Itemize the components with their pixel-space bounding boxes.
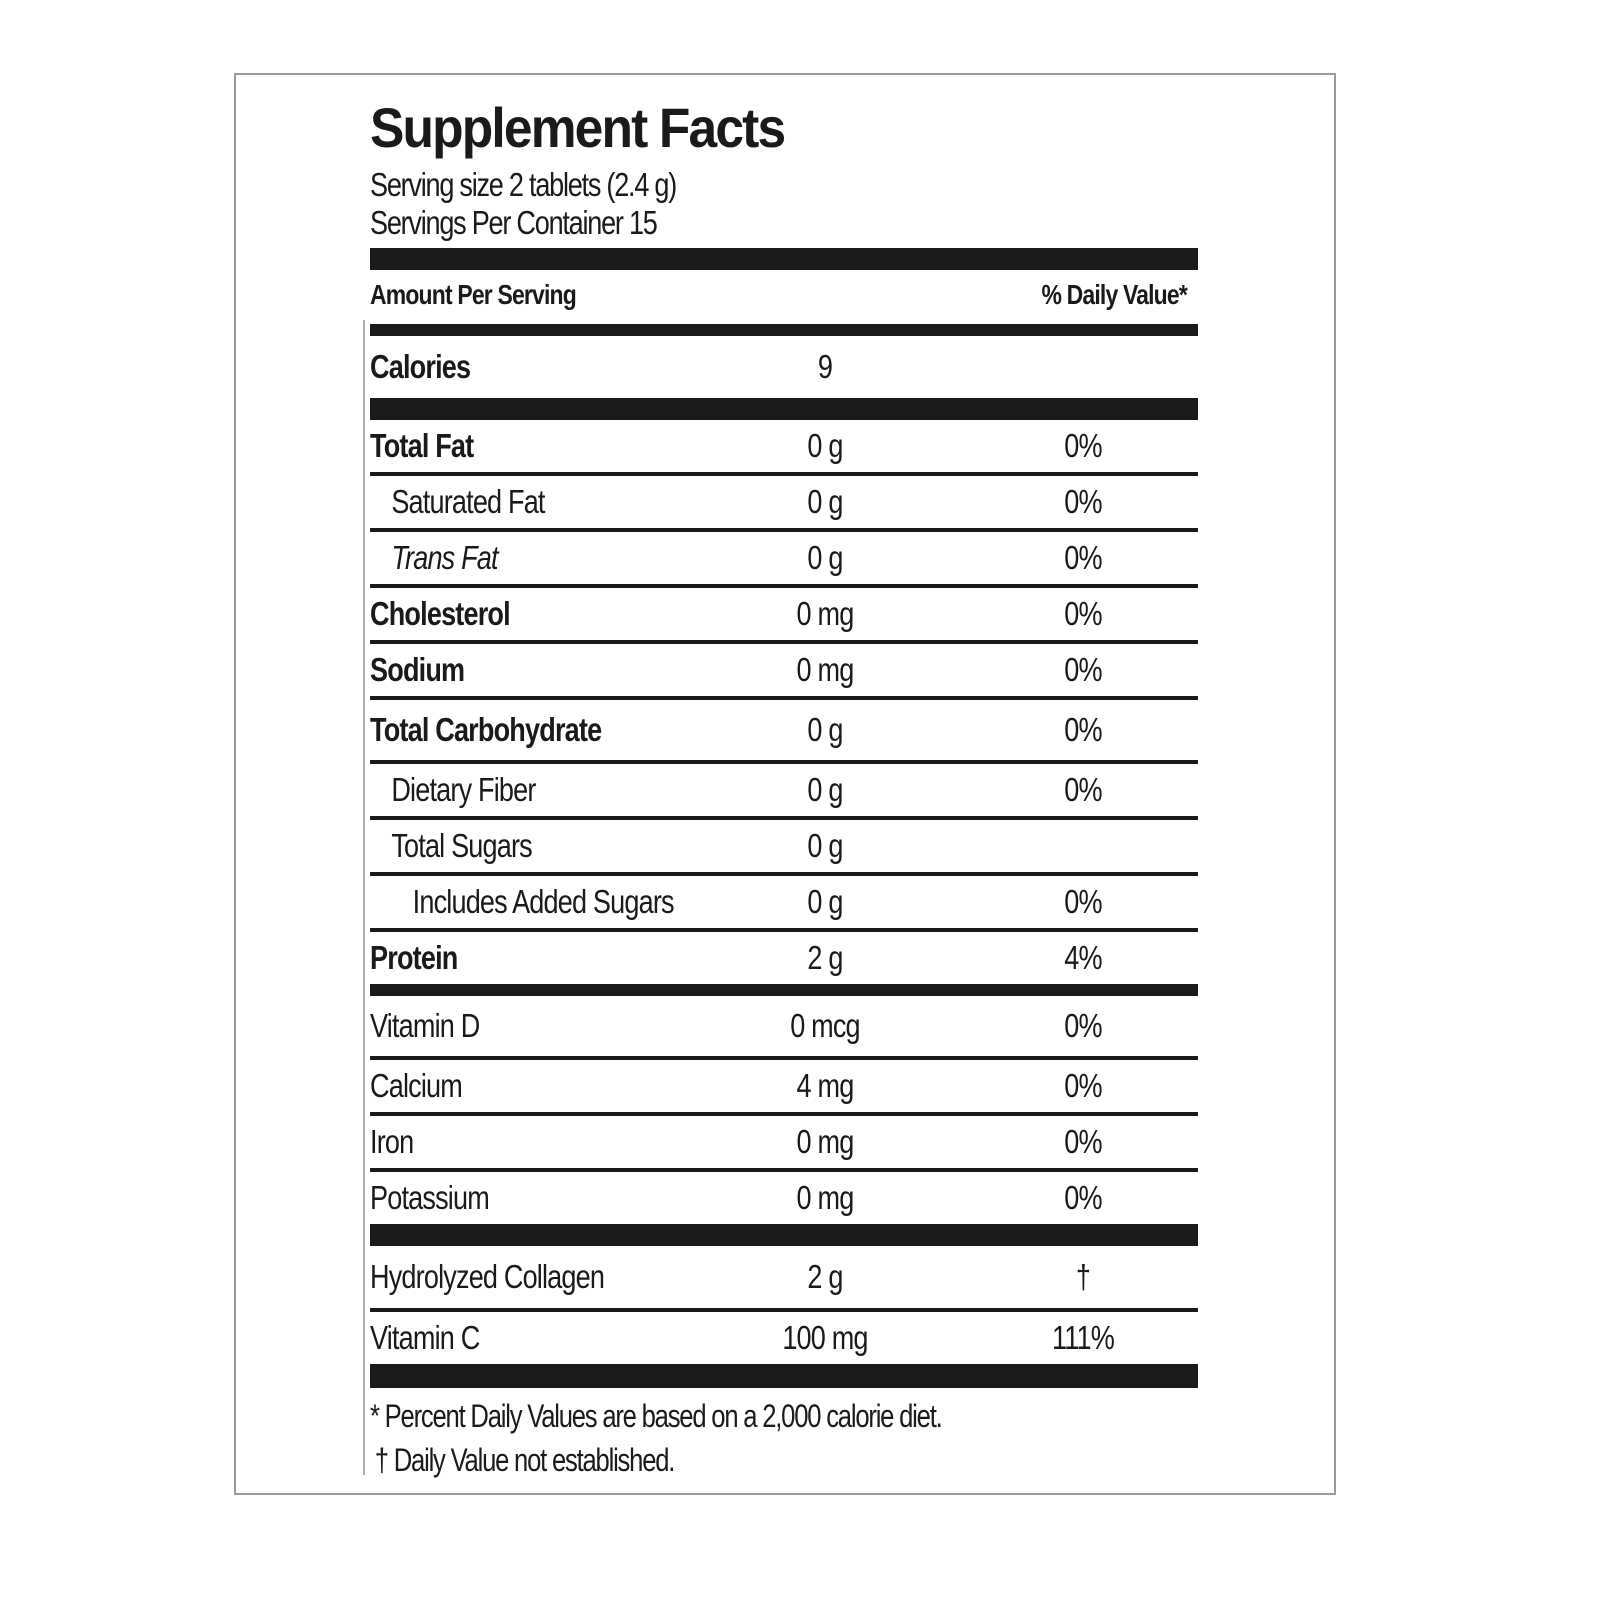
vitamin-dv: 0% xyxy=(1064,1007,1102,1044)
divider-thick xyxy=(370,398,1198,420)
nutrient-dv: 0% xyxy=(1064,539,1102,576)
vitamin-amount: 0 mg xyxy=(796,1179,855,1216)
vitamin-dv: 0% xyxy=(1064,1123,1102,1160)
nutrient-amount: 0 g xyxy=(807,771,843,808)
ingredient-amount: 2 g xyxy=(807,1258,843,1295)
ingredient-name: Hydrolyzed Collagen xyxy=(370,1258,605,1295)
divider-thick xyxy=(370,248,1198,270)
divider-thin xyxy=(370,472,1198,476)
nutrient-row: Dietary Fiber 0 g 0% xyxy=(370,764,1198,816)
nutrient-amount: 0 g xyxy=(807,539,843,576)
nutrient-name: Dietary Fiber xyxy=(391,771,536,808)
nutrient-name: Includes Added Sugars xyxy=(412,883,675,920)
header-amount-per-serving: Amount Per Serving xyxy=(370,279,577,310)
nutrient-dv: 0% xyxy=(1064,651,1102,688)
nutrient-dv: 0% xyxy=(1064,427,1102,464)
nutrient-row: Cholesterol 0 mg 0% xyxy=(370,588,1198,640)
vitamin-name: Potassium xyxy=(370,1179,490,1216)
divider-thick xyxy=(370,1364,1198,1388)
left-rule xyxy=(363,320,365,1475)
nutrient-row: Includes Added Sugars 0 g 0% xyxy=(370,876,1198,928)
vitamin-dv: 0% xyxy=(1064,1067,1102,1104)
nutrient-amount: 0 g xyxy=(807,483,843,520)
nutrient-name: Cholesterol xyxy=(370,595,511,632)
divider-medium xyxy=(370,324,1198,336)
calories-row: Calories 9 xyxy=(370,336,1198,398)
supplement-facts-panel: Supplement Facts Serving size 2 tablets … xyxy=(370,100,1198,1482)
dagger-symbol: † xyxy=(1075,1258,1091,1295)
nutrient-row: Total Sugars 0 g xyxy=(370,820,1198,872)
nutrient-row: Total Carbohydrate 0 g 0% xyxy=(370,700,1198,760)
vitamin-amount: 0 mg xyxy=(796,1123,855,1160)
vitamin-row: Vitamin D 0 mcg 0% xyxy=(370,996,1198,1056)
nutrient-amount: 0 g xyxy=(807,711,843,748)
divider-thin xyxy=(370,872,1198,876)
nutrient-name: Sodium xyxy=(370,651,465,688)
nutrient-name: Total Sugars xyxy=(391,827,532,864)
nutrient-row: Protein 2 g 4% xyxy=(370,932,1198,984)
header-daily-value: % Daily Value* xyxy=(1041,279,1187,310)
calories-amount: 9 xyxy=(817,348,833,385)
divider-medium xyxy=(370,984,1198,996)
vitamin-amount: 4 mg xyxy=(796,1067,855,1104)
nutrient-amount: 2 g xyxy=(807,939,843,976)
divider-thin xyxy=(370,1168,1198,1172)
nutrient-row: Trans Fat 0 g 0% xyxy=(370,532,1198,584)
ingredient-name: Vitamin C xyxy=(370,1319,480,1356)
divider-thin xyxy=(370,1056,1198,1060)
nutrient-name: Trans Fat xyxy=(391,539,498,576)
serving-size: Serving size 2 tablets (2.4 g) xyxy=(370,166,677,203)
vitamin-dv: 0% xyxy=(1064,1179,1102,1216)
nutrient-amount: 0 g xyxy=(807,883,843,920)
divider-thin xyxy=(370,1308,1198,1312)
vitamin-name: Vitamin D xyxy=(370,1007,480,1044)
servings-per-container: Servings Per Container 15 xyxy=(370,204,658,241)
ingredient-amount: 100 mg xyxy=(782,1319,868,1356)
divider-thin xyxy=(370,816,1198,820)
divider-thin xyxy=(370,640,1198,644)
nutrient-name: Total Fat xyxy=(370,427,474,464)
nutrient-row: Saturated Fat 0 g 0% xyxy=(370,476,1198,528)
nutrient-amount: 0 g xyxy=(807,427,843,464)
footnote-daily-values: * Percent Daily Values are based on a 2,… xyxy=(370,1398,943,1434)
calories-label: Calories xyxy=(370,348,471,385)
nutrient-dv: 4% xyxy=(1064,939,1102,976)
nutrient-dv: 0% xyxy=(1064,595,1102,632)
image-frame xyxy=(234,73,1336,1495)
nutrient-row: Total Fat 0 g 0% xyxy=(370,420,1198,472)
divider-thin xyxy=(370,760,1198,764)
vitamin-amount: 0 mcg xyxy=(790,1007,860,1044)
column-header: Amount Per Serving % Daily Value* xyxy=(370,270,1198,320)
vitamin-name: Iron xyxy=(370,1123,414,1160)
nutrient-row: Sodium 0 mg 0% xyxy=(370,644,1198,696)
nutrient-amount: 0 mg xyxy=(796,595,855,632)
other-ingredient-row: Hydrolyzed Collagen 2 g † xyxy=(370,1246,1198,1308)
nutrient-name: Saturated Fat xyxy=(391,483,545,520)
vitamin-name: Calcium xyxy=(370,1067,463,1104)
divider-thin xyxy=(370,1112,1198,1116)
panel-title: Supplement Facts xyxy=(370,96,786,159)
nutrient-amount: 0 g xyxy=(807,827,843,864)
nutrient-dv: 0% xyxy=(1064,483,1102,520)
other-ingredient-row: Vitamin C 100 mg 111% xyxy=(370,1312,1198,1364)
divider-thin xyxy=(370,928,1198,932)
nutrient-dv: 0% xyxy=(1064,883,1102,920)
divider-thin xyxy=(370,528,1198,532)
nutrient-dv: 0% xyxy=(1064,771,1102,808)
nutrient-name: Protein xyxy=(370,939,458,976)
nutrient-name: Total Carbohydrate xyxy=(370,711,602,748)
ingredient-dv: 111% xyxy=(1052,1319,1115,1356)
vitamin-row: Calcium 4 mg 0% xyxy=(370,1060,1198,1112)
divider-thin xyxy=(370,584,1198,588)
nutrient-dv: 0% xyxy=(1064,711,1102,748)
footnote-dagger: † Daily Value not established. xyxy=(374,1442,676,1478)
divider-thick xyxy=(370,1224,1198,1246)
vitamin-row: Potassium 0 mg 0% xyxy=(370,1172,1198,1224)
divider-thin xyxy=(370,696,1198,700)
vitamin-row: Iron 0 mg 0% xyxy=(370,1116,1198,1168)
nutrient-amount: 0 mg xyxy=(796,651,855,688)
